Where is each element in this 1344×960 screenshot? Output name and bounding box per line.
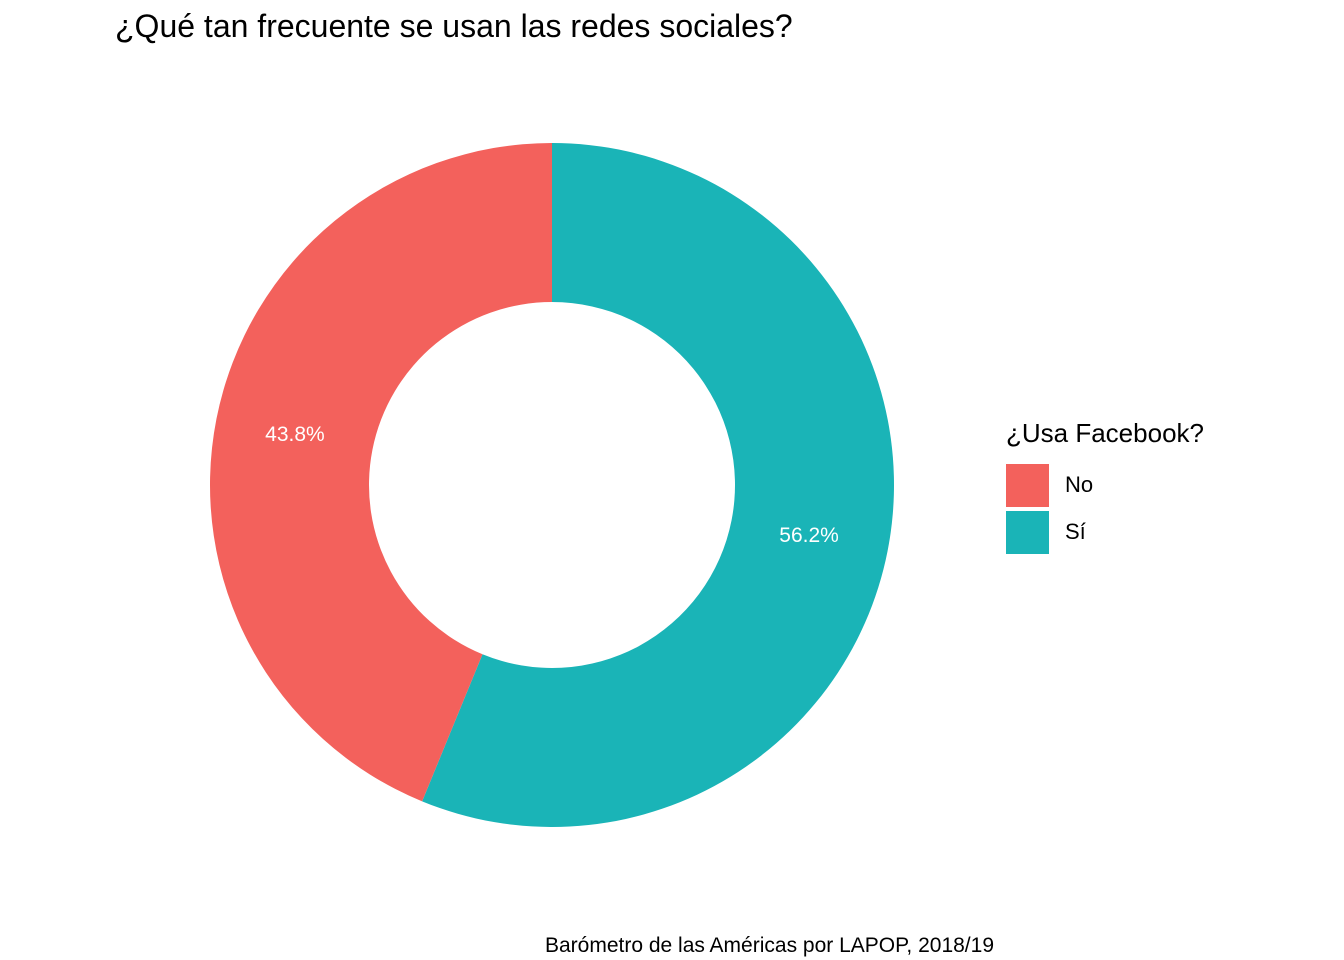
slice-labels: 56.2% 43.8% [265, 423, 839, 547]
legend-label-no: No [1065, 472, 1094, 497]
legend-swatch-no [1006, 463, 1049, 507]
chart-caption: Barómetro de las Américas por LAPOP, 201… [544, 934, 994, 957]
donut-chart: 56.2% 43.8% [210, 143, 895, 827]
slice-sí [422, 143, 895, 827]
slice-label-no: 43.8% [265, 423, 325, 446]
legend: ¿Usa Facebook? No Sí [1006, 418, 1204, 557]
donut-slices [210, 143, 895, 827]
legend-item-si: Sí [1006, 510, 1204, 554]
legend-label-si: Sí [1065, 519, 1086, 544]
legend-swatch-si [1006, 510, 1049, 554]
legend-title: ¿Usa Facebook? [1006, 418, 1204, 448]
legend-item-no: No [1006, 463, 1204, 507]
slice-no [210, 143, 552, 802]
slice-label-sí: 56.2% [779, 524, 839, 547]
chart-title: ¿Qué tan frecuente se usan las redes soc… [115, 8, 793, 44]
